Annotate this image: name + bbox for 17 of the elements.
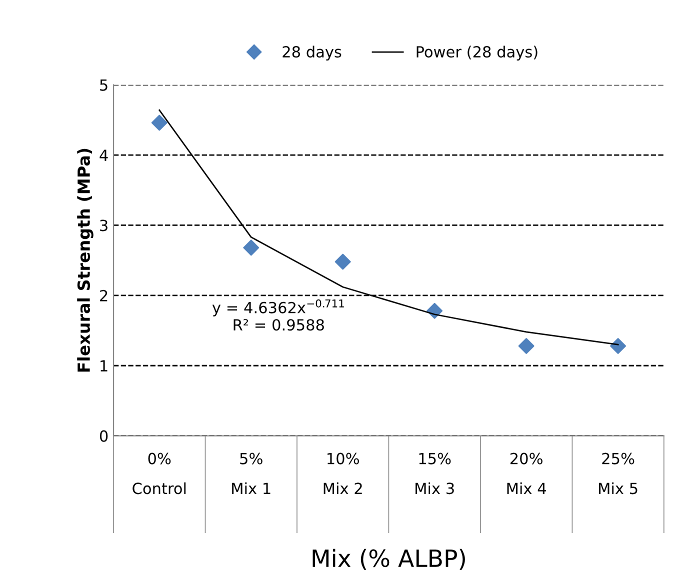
y-tick-label: 2 [100,290,108,302]
y-tick-label: 5 [100,79,108,91]
annotation: y = 4.6362x$^{−0.711}$ R² = 0.9588 [212,299,344,331]
legend-label: 28 days [282,46,342,61]
x-tick-label: 0% Control [132,452,186,494]
x-tick-label: 10% Mix 2 [324,452,362,494]
legend-label: Power (28 days) [416,46,538,61]
y-tick-label: 4 [100,150,108,161]
x-tick-label: 20% Mix 4 [507,452,546,494]
x-tick-label: 25% Mix 5 [599,452,638,494]
y-tick-label: 0 [100,430,108,442]
y-tick-label: 3 [100,220,108,232]
x-tick-label: 5% Mix 1 [232,452,270,494]
x-axis-title: Mix (% ALBP) [312,548,465,570]
x-tick-label: 15% Mix 3 [416,452,454,494]
y-axis-title: Flexural Strength (MPa) [77,148,94,372]
y-tick-label: 1 [100,360,108,372]
